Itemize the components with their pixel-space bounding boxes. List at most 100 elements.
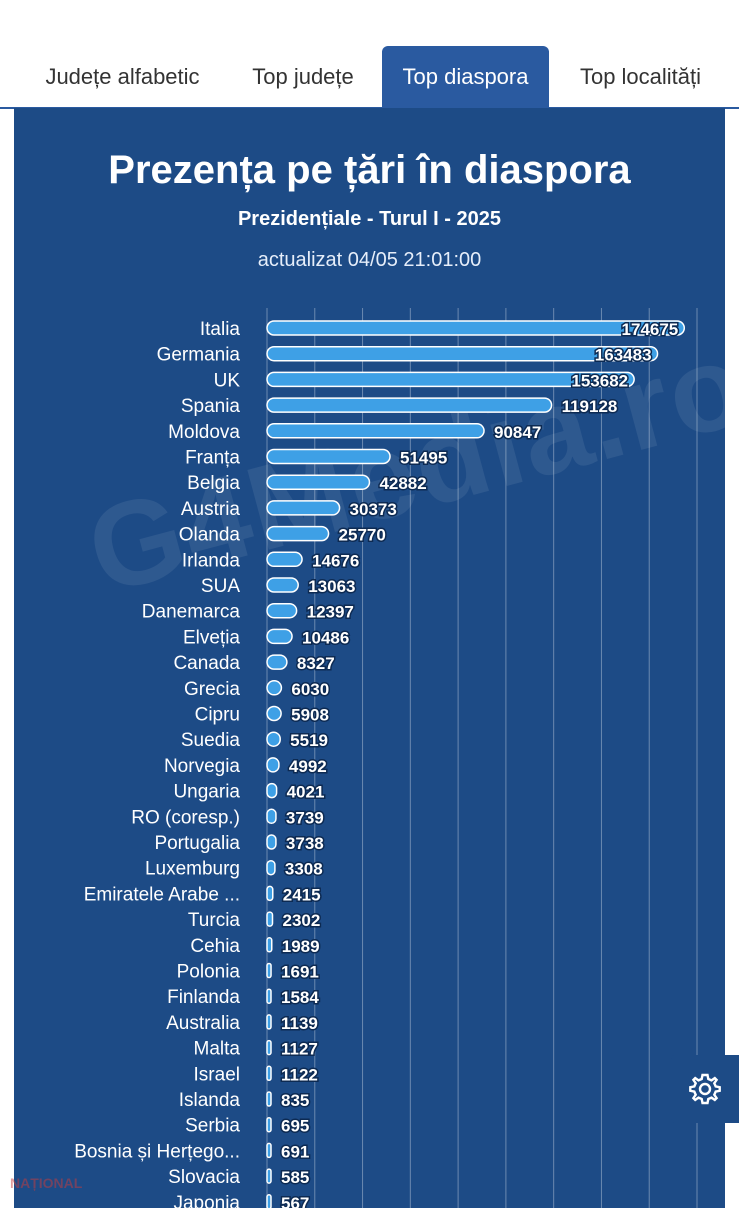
category-label: Finlanda (167, 987, 240, 1008)
value-label: 1122 (281, 1065, 318, 1084)
chart-subtitle: Prezidențiale - Turul I - 2025 (237, 208, 502, 230)
bar (266, 500, 341, 516)
bar (266, 1194, 272, 1208)
value-label: 8327 (297, 654, 335, 673)
category-label: Austria (181, 499, 241, 520)
bar (266, 757, 280, 773)
bar (266, 705, 282, 722)
value-label: 3738 (286, 834, 324, 853)
bar (266, 1116, 272, 1133)
bar (266, 988, 272, 1004)
category-label: Canada (173, 653, 240, 674)
value-label: 14676 (312, 551, 359, 570)
bar (266, 1039, 272, 1056)
value-label: 1584 (281, 988, 319, 1007)
bar (266, 859, 276, 876)
value-label: 835 (281, 1091, 309, 1110)
bar (266, 1168, 272, 1184)
value-label: 6030 (291, 680, 329, 699)
value-label: 1139 (281, 1014, 318, 1033)
value-label: 3739 (286, 808, 324, 827)
value-label: 691 (281, 1142, 309, 1161)
bar (266, 345, 659, 362)
chart-panel: G4Media.ro Prezența pe țări în diaspora … (14, 108, 725, 1208)
category-label: Danemarca (142, 602, 241, 623)
bar (266, 448, 391, 465)
tab-top-diaspora[interactable]: Top diaspora (382, 46, 549, 108)
value-label: 4992 (289, 757, 327, 776)
value-label: 585 (281, 1168, 309, 1187)
category-label: Cehia (190, 936, 240, 957)
bar (266, 731, 281, 747)
value-label: 3308 (285, 860, 323, 879)
bar (266, 1065, 272, 1082)
category-label: Belgia (187, 473, 240, 494)
value-label: 2302 (282, 911, 320, 930)
category-label: Portugalia (154, 833, 240, 854)
value-label: 163483 (595, 346, 652, 365)
value-label: 10486 (302, 628, 349, 647)
category-label: Suedia (181, 730, 241, 751)
category-label: Islanda (179, 1090, 241, 1111)
category-label: Bosnia și Herțego... (74, 1141, 240, 1162)
bar-chart: Italia 174675 Germania 163483 UK 153682 Spania… (74, 308, 698, 1208)
value-label: 4021 (287, 783, 325, 802)
category-label: SUA (201, 576, 240, 597)
value-label: 2415 (283, 885, 321, 904)
category-label: Italia (200, 319, 241, 340)
value-label: 5519 (290, 731, 328, 750)
bar (266, 911, 274, 927)
gear-icon (689, 1073, 721, 1105)
category-label: Moldova (168, 422, 240, 443)
bar (266, 937, 273, 953)
category-label: Cipru (195, 705, 240, 726)
category-label: Australia (166, 1013, 240, 1034)
settings-button[interactable] (671, 1055, 739, 1123)
bar (266, 680, 283, 696)
bar (266, 474, 371, 490)
category-label: Emiratele Arabe ... (84, 884, 240, 905)
bar (266, 1091, 272, 1107)
bar (266, 1014, 272, 1030)
category-label: Ungaria (173, 782, 240, 803)
value-label: 51495 (400, 449, 447, 468)
category-label: Irlanda (182, 550, 241, 571)
category-label: UK (214, 370, 241, 391)
bar (266, 654, 288, 670)
bar (266, 628, 293, 645)
value-label: 1691 (281, 963, 319, 982)
tab-judete-alfabetic[interactable]: Județe alfabetic (20, 46, 225, 108)
tab-top-judete[interactable]: Top județe (232, 46, 374, 108)
national-logo: NAȚIONAL (10, 1175, 83, 1191)
value-label: 695 (281, 1117, 309, 1136)
bar (266, 602, 298, 619)
category-label: Elveția (183, 627, 240, 648)
value-label: 42882 (379, 474, 426, 493)
bar (266, 371, 635, 388)
category-label: Polonia (177, 962, 241, 983)
value-label: 119128 (562, 397, 618, 416)
tab-bar: Județe alfabetic Top județe Top diaspora… (0, 46, 739, 108)
bar (266, 834, 277, 850)
bar (266, 962, 272, 979)
bar (266, 885, 274, 902)
bar (266, 423, 485, 439)
value-label: 153682 (571, 371, 628, 390)
value-label: 567 (281, 1194, 309, 1208)
bar (266, 1142, 272, 1159)
category-label: Olanda (179, 525, 241, 546)
category-label: Germania (157, 345, 241, 366)
category-label: Luxemburg (145, 859, 240, 880)
category-label: Japonia (173, 1193, 240, 1208)
value-label: 1127 (281, 1040, 318, 1059)
value-label: 90847 (494, 423, 541, 442)
category-label: RO (coresp.) (131, 807, 240, 828)
category-label: Norvegia (164, 756, 240, 777)
category-label: Grecia (184, 679, 240, 700)
bar (266, 551, 303, 568)
tab-top-localitati[interactable]: Top localități (558, 46, 723, 108)
category-label: Spania (181, 396, 241, 417)
value-label: 25770 (339, 526, 386, 545)
bar (266, 808, 277, 825)
value-label: 13063 (308, 577, 355, 596)
